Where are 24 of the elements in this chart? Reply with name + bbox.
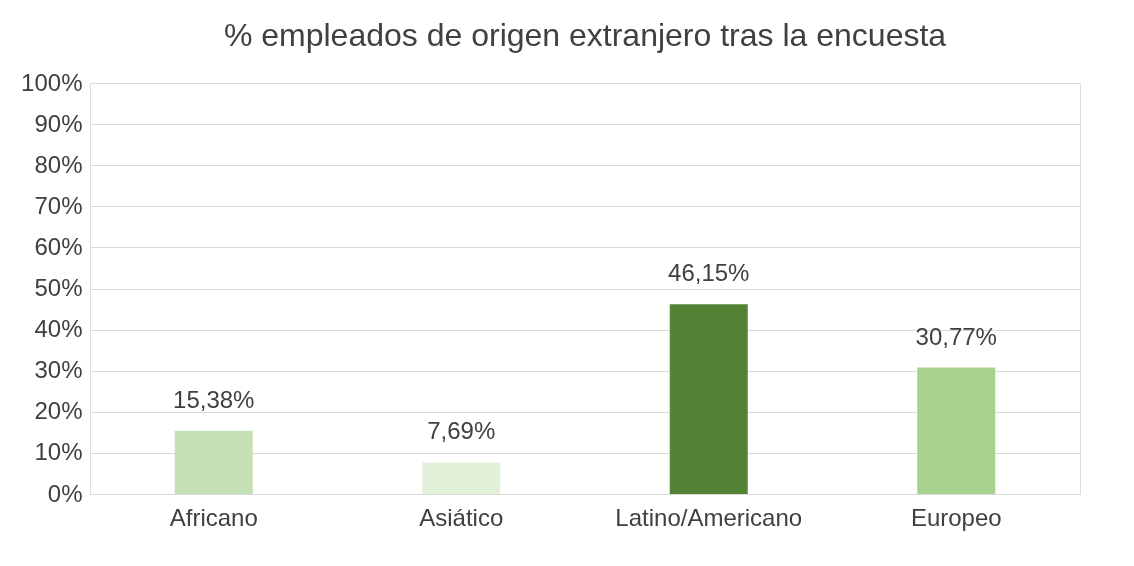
- bar: [174, 430, 253, 494]
- y-tick-label: 0%: [47, 479, 83, 507]
- x-tick-label: Europeo: [910, 503, 1002, 531]
- y-tick-label: 50%: [34, 274, 83, 301]
- y-tick-label: 80%: [34, 150, 83, 178]
- y-tick-label: 30%: [34, 356, 83, 384]
- bar: [669, 304, 748, 494]
- y-tick-label: 90%: [34, 109, 83, 137]
- data-label: 7,69%: [427, 417, 496, 445]
- y-tick-label: 100%: [21, 68, 83, 96]
- data-label: 30,77%: [915, 322, 997, 350]
- data-label: 46,15%: [668, 259, 750, 287]
- y-tick-label: 20%: [34, 397, 83, 425]
- x-tick-label: Asiático: [419, 503, 504, 531]
- y-tick-label: 60%: [34, 232, 83, 260]
- y-tick-label: 70%: [34, 191, 83, 219]
- bar: [917, 367, 996, 494]
- bar: [422, 462, 501, 494]
- chart-title: % empleados de origen extranjero tras la encuesta: [223, 17, 947, 53]
- y-tick-label: 40%: [34, 315, 83, 343]
- x-tick-label: Latino/Americano: [615, 503, 803, 531]
- x-tick-label: Africano: [169, 503, 258, 531]
- data-label: 15,38%: [173, 385, 255, 413]
- y-tick-label: 10%: [34, 438, 83, 466]
